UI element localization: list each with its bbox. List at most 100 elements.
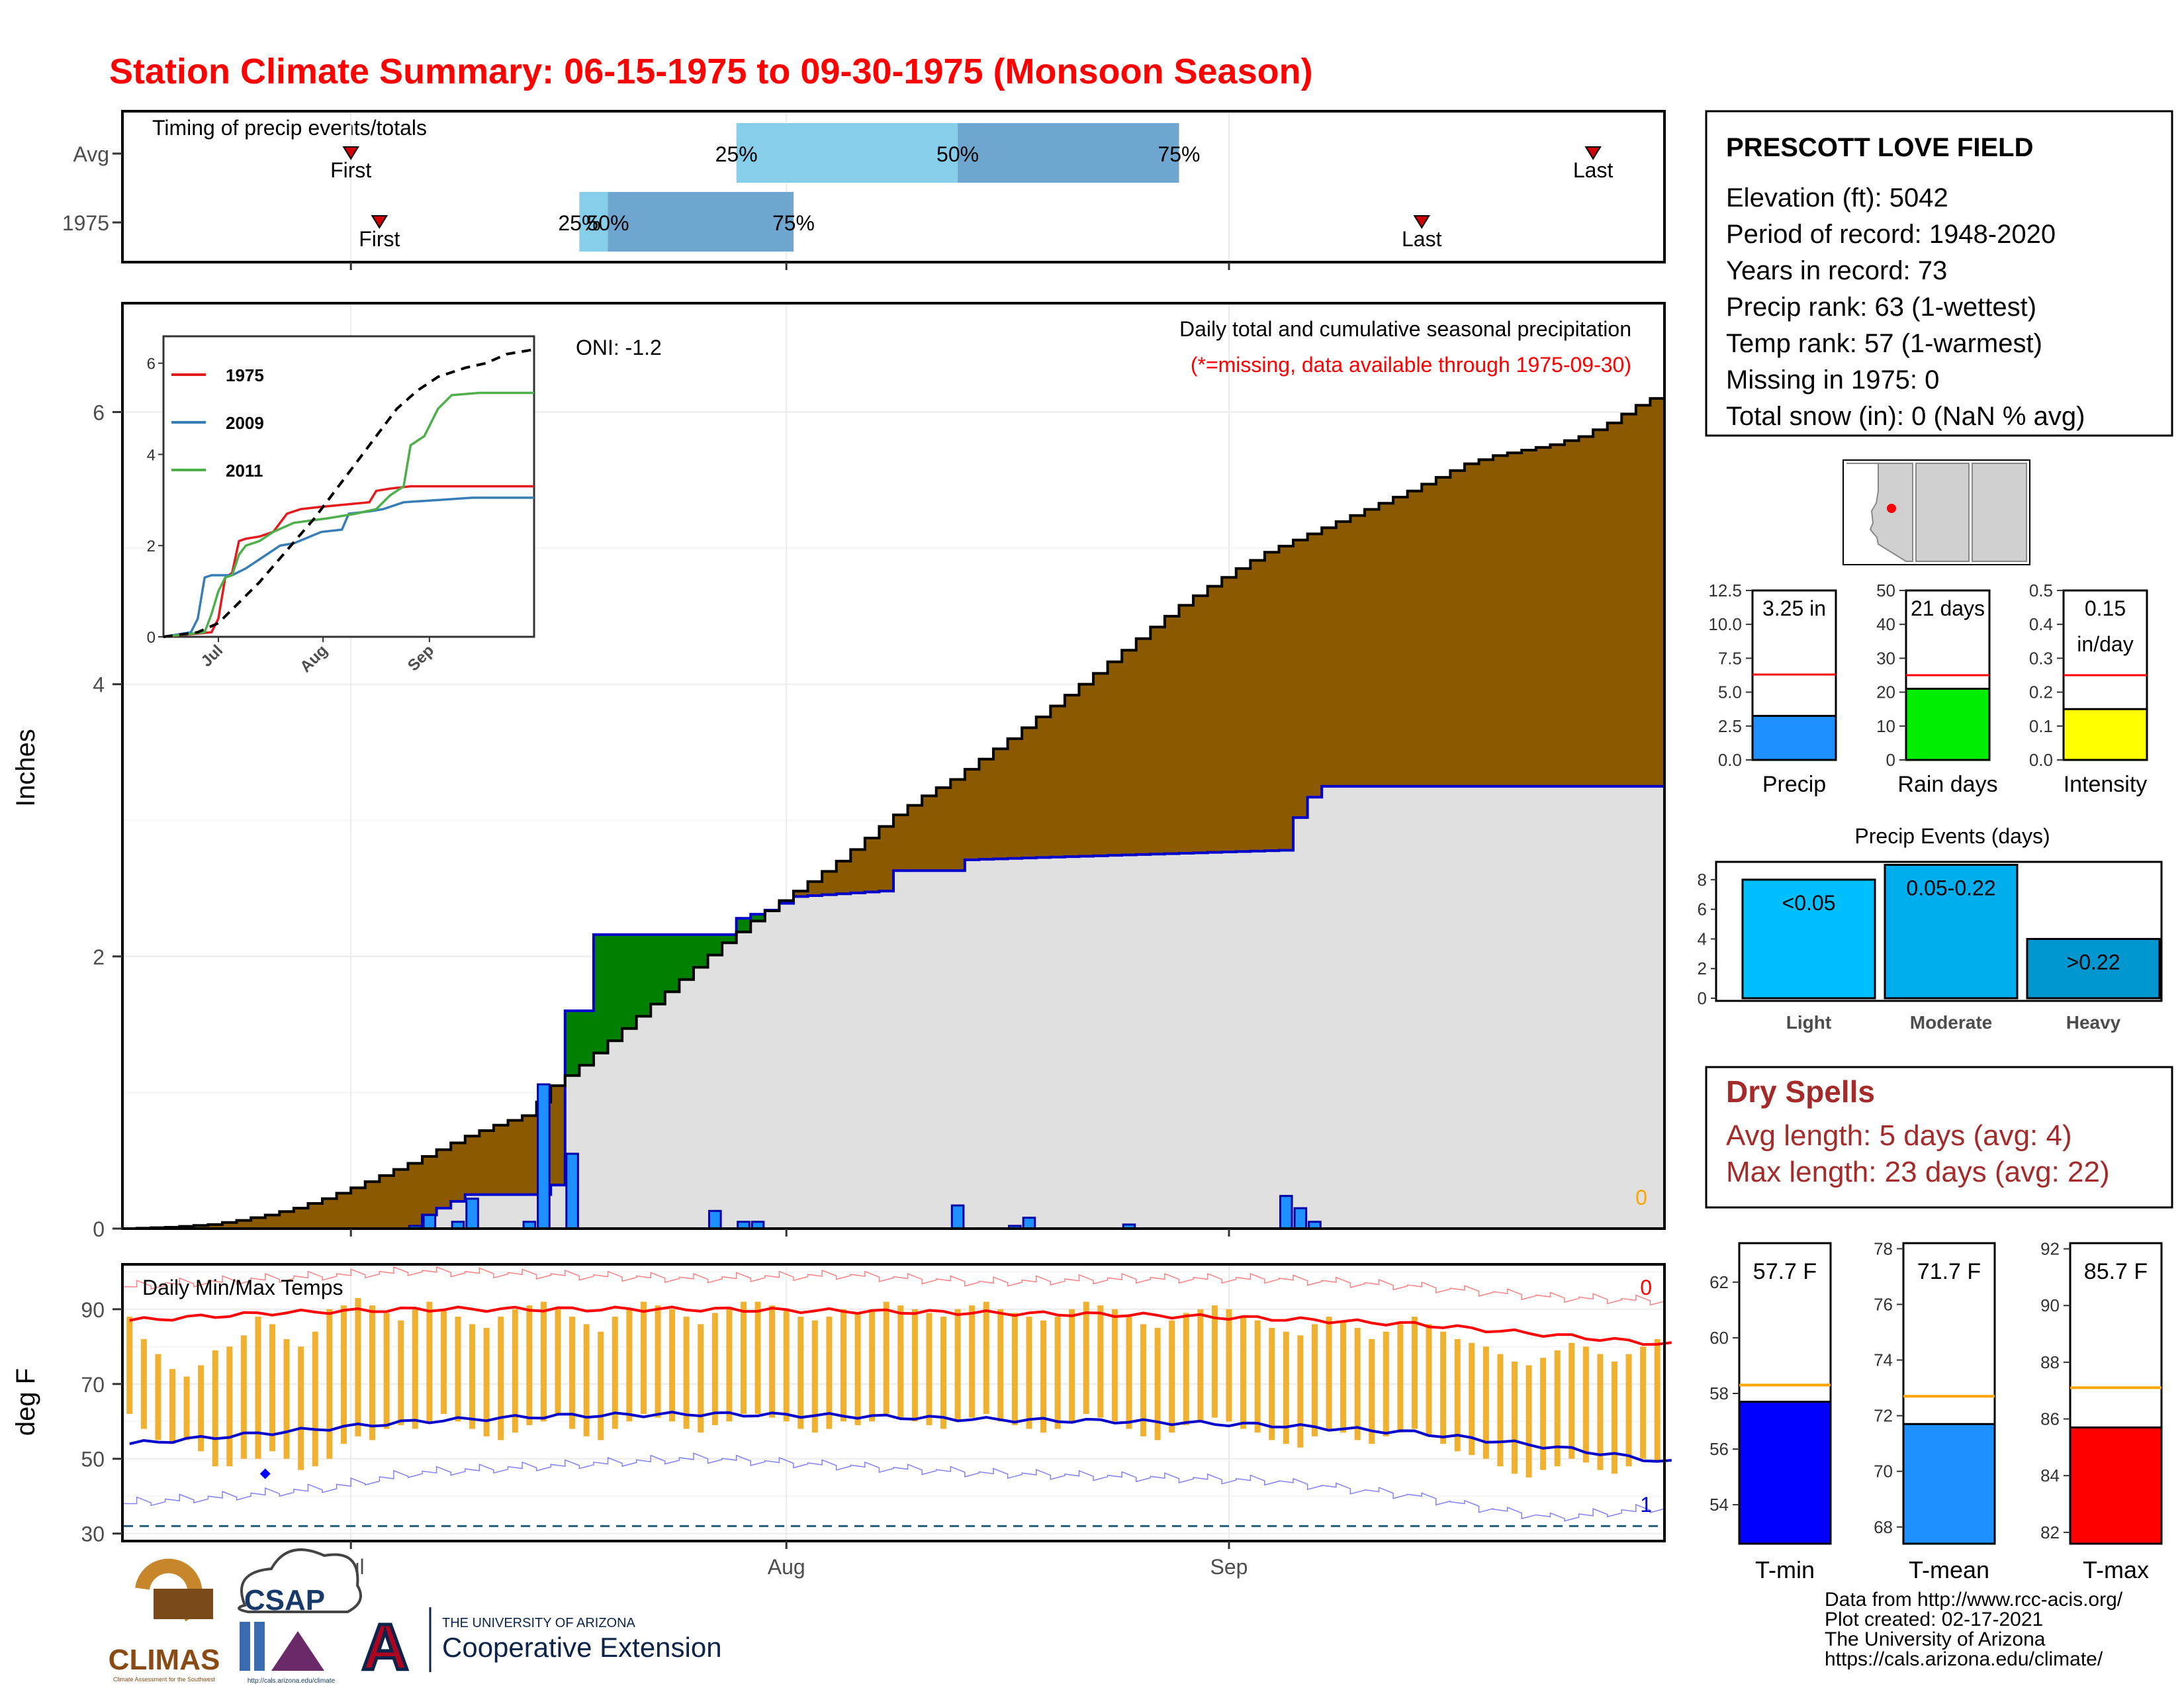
- precip-departure-fill: [336, 1193, 351, 1229]
- event-bar: [2026, 937, 2161, 1000]
- csap-bar-shape: [240, 1622, 250, 1671]
- temp-panel-label: Daily Min/Max Temps: [142, 1276, 343, 1299]
- precip-departure-fill: [693, 934, 709, 968]
- precip-departure-fill: [1307, 534, 1322, 798]
- normal-max-line: [129, 1305, 1672, 1346]
- daily-temp-bar: [711, 1313, 718, 1425]
- precip-departure-fill: [408, 1163, 423, 1229]
- daily-temp-bar: [683, 1317, 690, 1429]
- normal-min-line: [129, 1411, 1672, 1463]
- inset-y-tick-label: 6: [147, 355, 156, 373]
- precip-departure-fill: [1022, 727, 1037, 859]
- timing-panel: Timing of precip events/totals Avg 25% 50%…: [62, 110, 1666, 270]
- temp-bar: [1738, 1401, 1832, 1545]
- daily-temp-bar: [155, 1354, 161, 1440]
- timing-last-marker: [1413, 215, 1431, 229]
- page-title: Station Climate Summary: 06-15-1975 to 0…: [109, 52, 1313, 91]
- precip-departure-fill: [964, 769, 980, 860]
- temp-x-tick-label: Aug: [768, 1555, 805, 1579]
- precip-departure-fill: [1036, 716, 1051, 858]
- daily-temp-bar: [926, 1313, 933, 1425]
- daily-temp-bar: [1426, 1324, 1432, 1436]
- daily-precip-bar: [1022, 1217, 1036, 1230]
- precip-departure-fill: [850, 849, 866, 893]
- mini-bar-y-tick-label: 0.5: [2029, 581, 2053, 600]
- precip-departure-fill: [479, 1130, 494, 1195]
- mini-bar: [2062, 708, 2148, 761]
- daily-temp-bar: [212, 1350, 218, 1467]
- precip-departure-fill: [465, 1136, 480, 1195]
- precip-departure-fill: [1250, 560, 1265, 851]
- record-low-marker: [259, 1468, 271, 1479]
- csap-bar-shape: [254, 1622, 265, 1671]
- precip-departure-fill: [365, 1182, 380, 1229]
- temp-bar-y-tick-label: 74: [1874, 1350, 1893, 1370]
- daily-temp-bar: [969, 1305, 976, 1418]
- precip-departure-fill: [679, 934, 694, 980]
- mini-bar-y-tick-label: 40: [1876, 614, 1895, 634]
- precip-y-label: Inches: [11, 729, 40, 807]
- timing-q75-label: 75%: [772, 211, 815, 235]
- precip-departure-fill: [1479, 459, 1494, 786]
- precip-departure-fill: [1593, 430, 1608, 786]
- timing-last-marker: [1584, 146, 1602, 160]
- daily-temp-bar: [1097, 1305, 1104, 1418]
- temp-bar-y-tick-label: 88: [2040, 1352, 2060, 1372]
- daily-temp-bar: [226, 1346, 233, 1467]
- daily-temp-bar: [1083, 1301, 1089, 1414]
- daily-temp-bar: [340, 1305, 347, 1444]
- precip-departure-fill: [308, 1203, 323, 1229]
- timing-first-label: First: [330, 158, 371, 182]
- daily-temp-bar: [426, 1301, 433, 1422]
- precip-departure-fill: [922, 796, 937, 871]
- timing-q25-q50-bar: [736, 123, 958, 183]
- daily-temp-bar: [455, 1317, 461, 1422]
- daily-temp-bar: [140, 1338, 147, 1429]
- daily-temp-bar: [954, 1309, 961, 1422]
- daily-temp-bar: [1554, 1350, 1561, 1467]
- daily-temp-bar: [1625, 1354, 1632, 1467]
- precip-departure-fill: [1093, 673, 1109, 856]
- precip-y-tick-label: 0: [93, 1217, 105, 1241]
- temp-frame: [121, 1263, 1666, 1542]
- event-category: Heavy: [2066, 1012, 2121, 1033]
- temp-bar-y-tick-label: 68: [1874, 1517, 1893, 1537]
- mini-bar-y-tick-label: 50: [1876, 581, 1895, 600]
- timing-q50-q75-bar: [608, 192, 794, 252]
- station-frame: [1705, 110, 2173, 437]
- credits-line: The University of Arizona: [1825, 1628, 2046, 1650]
- climas-wordmark: CLIMAS: [109, 1644, 220, 1676]
- event-bar-label: 0.05-0.22: [1906, 876, 1995, 900]
- daily-temp-bar: [797, 1317, 804, 1429]
- precip-departure-fill: [1621, 414, 1637, 786]
- mini-bar-y-tick-label: 0.2: [2029, 682, 2053, 702]
- daily-temp-bar: [1283, 1331, 1289, 1444]
- daily-temp-bar: [555, 1309, 561, 1414]
- daily-temp-bar: [1054, 1317, 1061, 1429]
- daily-temp-bar: [498, 1317, 504, 1440]
- temp-bar-y-tick-label: 60: [1709, 1328, 1729, 1348]
- ua-logo: A THE UNIVERSITY OF ARIZONA Cooperative …: [360, 1607, 722, 1685]
- inset-series-line: [163, 348, 535, 638]
- daily-precip-bar: [565, 1152, 579, 1230]
- precip-departure-fill: [1379, 503, 1394, 786]
- events-y-tick-label: 2: [1698, 959, 1707, 978]
- daily-temp-bar: [1582, 1346, 1589, 1463]
- precip-events-panel: Precip Events (days) <0.05 Light 0.05-0.22…: [1698, 824, 2163, 1033]
- mini-bar-category: Rain days: [1897, 772, 1997, 797]
- timing-first-marker: [371, 215, 388, 229]
- precip-departure-fill: [1122, 650, 1137, 855]
- daily-temp-bar: [569, 1317, 576, 1429]
- temp-bar: [1902, 1423, 1996, 1545]
- daily-precip-bar: [1279, 1195, 1293, 1230]
- precip-departure-fill: [1364, 509, 1380, 786]
- daily-temp-bar: [1126, 1317, 1132, 1429]
- record-low-line: [122, 1452, 1665, 1522]
- temp-missing-min: 1: [1640, 1493, 1652, 1517]
- missing-note: (*=missing, data available through 1975-…: [1191, 353, 1631, 377]
- observed-cumulative-line: [122, 784, 1664, 1230]
- precip-departure-fill: [265, 1215, 280, 1229]
- daily-temp-bar: [1469, 1342, 1475, 1456]
- daily-temp-bar: [126, 1317, 133, 1414]
